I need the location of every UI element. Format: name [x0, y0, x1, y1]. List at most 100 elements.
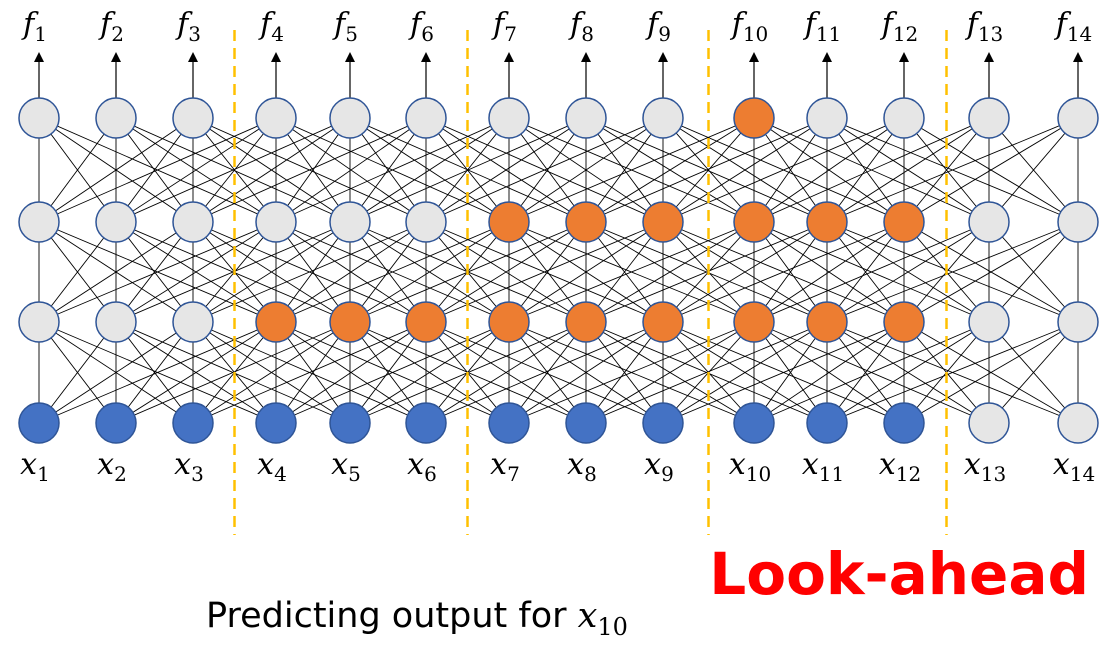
input-labels: x1 x2 x3 x4 x5 x6 x7 x8 x9 x10 x11 x12 x13 x14: [20, 447, 1095, 486]
network-node: [172, 201, 214, 243]
connection-line: [662, 117, 755, 223]
network-node: [255, 201, 297, 243]
network-node: [18, 201, 60, 243]
output-label: f7: [491, 7, 517, 46]
connection-line: [988, 321, 1079, 424]
connection-line: [425, 321, 587, 424]
network-node: [488, 97, 530, 139]
connection-line: [115, 221, 194, 323]
connection-line: [115, 221, 351, 323]
connection-line: [38, 117, 277, 223]
network-node: [1057, 97, 1099, 139]
connection-line: [826, 221, 990, 323]
output-label: f2: [98, 7, 124, 46]
input-label: x12: [879, 447, 921, 486]
connection-line: [115, 321, 194, 424]
network-node: [806, 301, 848, 343]
network-node: [95, 201, 137, 243]
segment-separators: [233, 30, 948, 535]
connection-line: [662, 321, 905, 424]
connection-line: [192, 117, 351, 223]
network-node: [733, 402, 775, 444]
input-label: x6: [407, 447, 437, 486]
connection-line: [903, 117, 990, 223]
input-label: x13: [964, 447, 1006, 486]
network-node: [329, 301, 371, 343]
connection-line: [115, 117, 277, 223]
output-arrow-head: [34, 52, 44, 62]
input-label: x7: [490, 447, 520, 486]
caption: Predicting output for x10: [206, 596, 628, 641]
connection-line: [508, 321, 755, 424]
network-node: [733, 301, 775, 343]
connection-line: [508, 221, 755, 323]
connection-line: [988, 117, 1079, 223]
connection-line: [275, 321, 427, 424]
look-ahead-badge: Look-ahead: [709, 540, 1089, 608]
output-label: f14: [1054, 7, 1093, 46]
connection-line: [508, 117, 664, 223]
connection-line: [349, 321, 427, 424]
connection-line: [425, 221, 664, 323]
caption-text: Predicting output for: [206, 596, 578, 636]
connection-line: [988, 221, 1079, 323]
input-label: x10: [729, 447, 771, 486]
caption-sub: 10: [597, 613, 628, 641]
connection-line: [585, 321, 664, 424]
output-label: f3: [175, 7, 201, 46]
output-label: f13: [965, 7, 1004, 46]
connection-line: [349, 321, 510, 424]
connection-line: [753, 117, 828, 223]
output-arrow-head: [504, 52, 514, 62]
connection-line: [753, 117, 905, 223]
connection-line: [826, 321, 905, 424]
connection-line: [192, 117, 277, 223]
network-node: [642, 201, 684, 243]
input-label: x14: [1053, 447, 1095, 486]
network-node: [329, 402, 371, 444]
connection-line: [753, 321, 905, 424]
connection-line: [903, 221, 1079, 323]
output-label: f10: [730, 7, 769, 46]
connection-line: [425, 117, 664, 223]
connection-line: [585, 117, 755, 223]
connection-line: [349, 221, 510, 323]
connection-line: [192, 221, 427, 323]
connection-line: [275, 221, 427, 323]
output-label: f8: [568, 7, 594, 46]
network-node: [405, 201, 447, 243]
network-node: [255, 301, 297, 343]
connection-line: [275, 117, 351, 223]
caption-variable: x10: [578, 596, 628, 641]
connection-line: [662, 321, 828, 424]
connection-line: [826, 117, 990, 223]
connection-line: [425, 117, 587, 223]
connection-line: [585, 117, 828, 223]
output-label: f4: [258, 7, 284, 46]
connection-line: [585, 321, 828, 424]
connection-line: [38, 321, 277, 424]
network-node: [565, 402, 607, 444]
input-label: x5: [331, 447, 361, 486]
connection-line: [753, 321, 990, 424]
connection-line: [349, 221, 427, 323]
network-node: [405, 301, 447, 343]
connection-line: [662, 117, 905, 223]
input-label: x8: [567, 447, 597, 486]
connection-line: [753, 221, 905, 323]
connection-line: [349, 117, 587, 223]
connection-line: [585, 117, 664, 223]
network-node: [806, 201, 848, 243]
output-arrow-head: [111, 52, 121, 62]
connection-line: [753, 117, 990, 223]
network-node: [329, 201, 371, 243]
network-node: [172, 97, 214, 139]
connection-line: [275, 117, 510, 223]
connection-line: [192, 117, 427, 223]
connection-line: [585, 221, 755, 323]
connection-line: [275, 321, 351, 424]
connection-line: [275, 221, 510, 323]
connection-line: [826, 221, 1079, 323]
network-node: [642, 402, 684, 444]
